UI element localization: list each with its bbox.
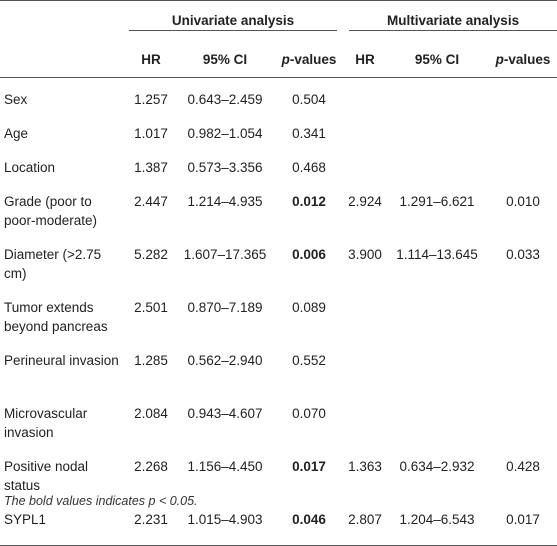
variable-label: Sex	[4, 92, 28, 107]
header-group-row: Univariate analysis Multivariate analysi…	[0, 0, 557, 41]
multivariate-hr	[345, 396, 385, 449]
univariate-hr: 2.268	[134, 459, 168, 474]
table-row: Perineural invasion 1.285 0.562–2.940 0.…	[0, 343, 557, 396]
multivariate-p: 0.017	[489, 502, 557, 546]
table-row: Positive nodal status 2.268 1.156–4.450 …	[0, 449, 557, 502]
col-multivariate-ci: 95% CI	[385, 41, 490, 78]
univariate-ci: 0.943–4.607	[187, 406, 263, 421]
univariate-p: 0.552	[292, 353, 326, 368]
univariate-p: 0.046	[273, 502, 346, 546]
multivariate-hr	[345, 78, 385, 117]
multivariate-p	[489, 343, 557, 396]
multivariate-p	[489, 78, 557, 117]
univariate-heading: Univariate analysis	[171, 13, 295, 28]
univariate-hr: 5.282	[134, 247, 168, 262]
variable-label: SYPL1	[0, 502, 125, 546]
multivariate-ci	[385, 290, 489, 343]
multivariate-hr	[345, 290, 385, 343]
table-row: SYPL1 2.231 1.015–4.903 0.046 2.807 1.20…	[0, 502, 557, 546]
table-footnote: The bold values indicates p < 0.05.	[4, 494, 198, 508]
multivariate-hr: 2.807	[345, 502, 386, 546]
univariate-p: 0.017	[292, 459, 326, 474]
table-row: Location 1.387 0.573–3.356 0.468	[0, 150, 557, 184]
univariate-hr: 1.285	[134, 353, 168, 368]
table-row: Grade (poor to poor-moderate) 2.447 1.21…	[0, 184, 557, 237]
multivariate-hr: 1.363	[348, 459, 382, 474]
table-row: Age 1.017 0.982–1.054 0.341	[0, 116, 557, 150]
multivariate-p: 0.010	[506, 194, 540, 209]
col-univariate-p: p-values	[273, 41, 346, 78]
univariate-ci: 1.214–4.935	[187, 194, 263, 209]
multivariate-hr	[345, 150, 385, 184]
col-multivariate-p: p-values	[489, 41, 557, 78]
multivariate-ci: 1.204–6.543	[385, 502, 490, 546]
table-row: Sex 1.257 0.643–2.459 0.504	[0, 78, 557, 117]
multivariate-p	[489, 116, 557, 150]
multivariate-p	[489, 290, 557, 343]
univariate-ci: 0.573–3.356	[187, 160, 263, 175]
table-row: Diameter (>2.75 cm) 5.282 1.607–17.365 0…	[0, 237, 557, 290]
variable-label: Perineural invasion	[4, 353, 119, 368]
univariate-ci: 1.015–4.903	[177, 502, 273, 546]
multivariate-p	[489, 396, 557, 449]
multivariate-ci	[385, 150, 489, 184]
multivariate-hr	[345, 343, 385, 396]
col-univariate-hr: HR	[125, 41, 177, 78]
univariate-p: 0.012	[292, 194, 326, 209]
variable-label: Microvascular invasion	[4, 406, 88, 440]
variable-label: Location	[4, 160, 56, 175]
table-row: Tumor extends beyond pancreas 2.501 0.87…	[0, 290, 557, 343]
multivariate-hr: 3.900	[348, 247, 382, 262]
multivariate-ci	[385, 396, 489, 449]
univariate-ci: 0.982–1.054	[187, 126, 263, 141]
variable-label: Diameter (>2.75 cm)	[4, 247, 102, 281]
variable-label: Age	[4, 126, 29, 141]
multivariate-p: 0.033	[506, 247, 540, 262]
multivariate-heading: Multivariate analysis	[387, 13, 520, 28]
univariate-p: 0.468	[292, 160, 326, 175]
univariate-ci: 0.562–2.940	[187, 353, 263, 368]
univariate-p: 0.070	[292, 406, 326, 421]
multivariate-ci: 0.634–2.932	[399, 459, 475, 474]
univariate-hr: 2.084	[134, 406, 168, 421]
header-column-row: HR 95% CI p-values HR 95% CI p-values	[0, 41, 557, 78]
univariate-hr: 2.231	[125, 502, 177, 546]
multivariate-hr: 2.924	[348, 194, 382, 209]
multivariate-ci: 1.114–13.645	[396, 247, 478, 262]
univariate-hr: 1.387	[134, 160, 168, 175]
variable-label: Positive nodal status	[4, 459, 89, 493]
univariate-hr: 2.447	[134, 194, 168, 209]
multivariate-hr	[345, 116, 385, 150]
univariate-hr: 2.501	[134, 300, 168, 315]
multivariate-p: 0.428	[506, 459, 540, 474]
univariate-ci: 0.870–7.189	[187, 300, 263, 315]
table-row: Microvascular invasion 2.084 0.943–4.607…	[0, 396, 557, 449]
multivariate-ci	[385, 78, 489, 117]
univariate-ci: 1.156–4.450	[187, 459, 263, 474]
univariate-hr: 1.017	[134, 126, 168, 141]
univariate-p: 0.089	[292, 300, 326, 315]
variable-label: Grade (poor to poor-moderate)	[4, 194, 98, 228]
univariate-p: 0.341	[292, 126, 326, 141]
col-multivariate-hr: HR	[345, 41, 386, 78]
multivariate-p	[489, 150, 557, 184]
multivariate-ci: 1.291–6.621	[399, 194, 475, 209]
univariate-ci: 1.607–17.365	[183, 247, 267, 262]
multivariate-ci	[385, 343, 489, 396]
multivariate-ci	[385, 116, 489, 150]
univariate-p: 0.504	[292, 92, 326, 107]
col-univariate-ci: 95% CI	[177, 41, 273, 78]
variable-label: Tumor extends beyond pancreas	[4, 300, 108, 334]
univariate-hr: 1.257	[134, 92, 168, 107]
univariate-p: 0.006	[292, 247, 326, 262]
univariate-ci: 0.643–2.459	[187, 92, 263, 107]
